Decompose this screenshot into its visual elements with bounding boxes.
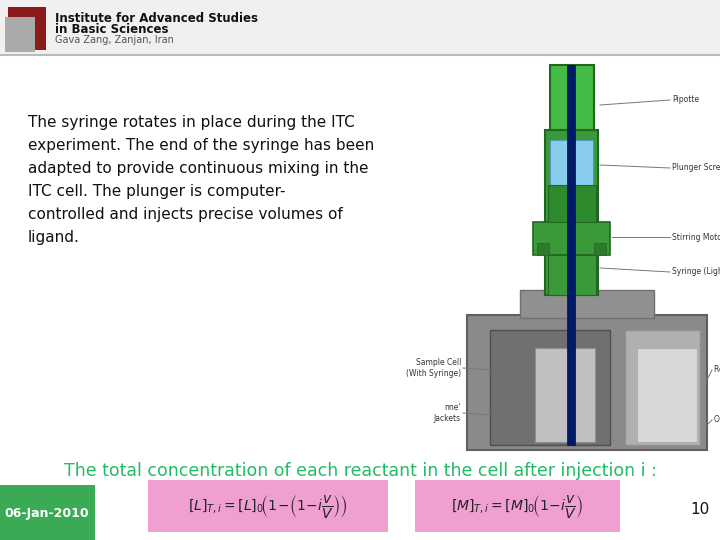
Text: Sample Cell
(With Syringe): Sample Cell (With Syringe) [406, 359, 461, 377]
Text: $[M]_{T,i} = [M]_0\!\left(1\!-\!i\dfrac{v}{V}\right)$: $[M]_{T,i} = [M]_0\!\left(1\!-\!i\dfrac{… [451, 492, 584, 519]
Bar [594, 243, 606, 255]
Text: nne'
Jackets: nne' Jackets [434, 403, 461, 423]
Text: 06-Jan-2010: 06-Jan-2010 [5, 507, 89, 519]
Bar [148, 480, 388, 532]
Text: Pipotte: Pipotte [672, 96, 699, 105]
Text: Plunger Screw (Dark Blue): Plunger Screw (Dark Blue) [672, 164, 720, 172]
Bar [415, 480, 620, 532]
Bar [535, 348, 595, 442]
Text: Reference Cell: Reference Cell [714, 366, 720, 375]
Text: Gava Zang, Zanjan, Iran: Gava Zang, Zanjan, Iran [55, 35, 174, 45]
Text: $[L]_{T,i} = [L]_0\!\left(1\!-\!\left(1\!-\!i\dfrac{v}{V}\right)\right)$: $[L]_{T,i} = [L]_0\!\left(1\!-\!\left(1\… [188, 492, 348, 519]
Text: ligand.: ligand. [28, 230, 80, 245]
Text: ITC cell. The plunger is computer-: ITC cell. The plunger is computer- [28, 184, 286, 199]
Bar [548, 255, 596, 295]
Text: experiment. The end of the syringe has been: experiment. The end of the syringe has b… [28, 138, 374, 153]
Text: Stirring Motor: Stirring Motor [672, 233, 720, 241]
Bar [0, 0, 720, 55]
Bar [550, 140, 593, 293]
Text: adapted to provide continuous mixing in the: adapted to provide continuous mixing in … [28, 161, 369, 176]
Bar [0, 485, 95, 540]
Bar [533, 222, 610, 255]
Text: The syringe rotates in place during the ITC: The syringe rotates in place during the … [28, 115, 355, 130]
Bar [548, 185, 596, 222]
Bar [625, 330, 700, 445]
Bar [8, 7, 46, 50]
Text: The total concentration of each reactant in the cell after injection i :: The total concentration of each reactant… [63, 462, 657, 480]
Bar [637, 348, 697, 442]
Text: 10: 10 [690, 503, 710, 517]
Text: Institute for Advanced Studies: Institute for Advanced Studies [55, 12, 258, 25]
Bar [567, 65, 575, 445]
Bar [550, 65, 594, 130]
Bar [490, 330, 610, 445]
Bar [467, 315, 707, 450]
Text: in Basic Sciences: in Basic Sciences [55, 23, 168, 36]
Bar [5, 17, 35, 52]
Text: Outer Shield: Outer Shield [714, 415, 720, 424]
Bar [537, 243, 549, 255]
Bar [520, 290, 654, 318]
Text: controlled and injects precise volumes of: controlled and injects precise volumes o… [28, 207, 343, 222]
Text: Syringe (Light Blue): Syringe (Light Blue) [672, 267, 720, 276]
Bar [455, 60, 715, 450]
Bar [545, 130, 598, 295]
